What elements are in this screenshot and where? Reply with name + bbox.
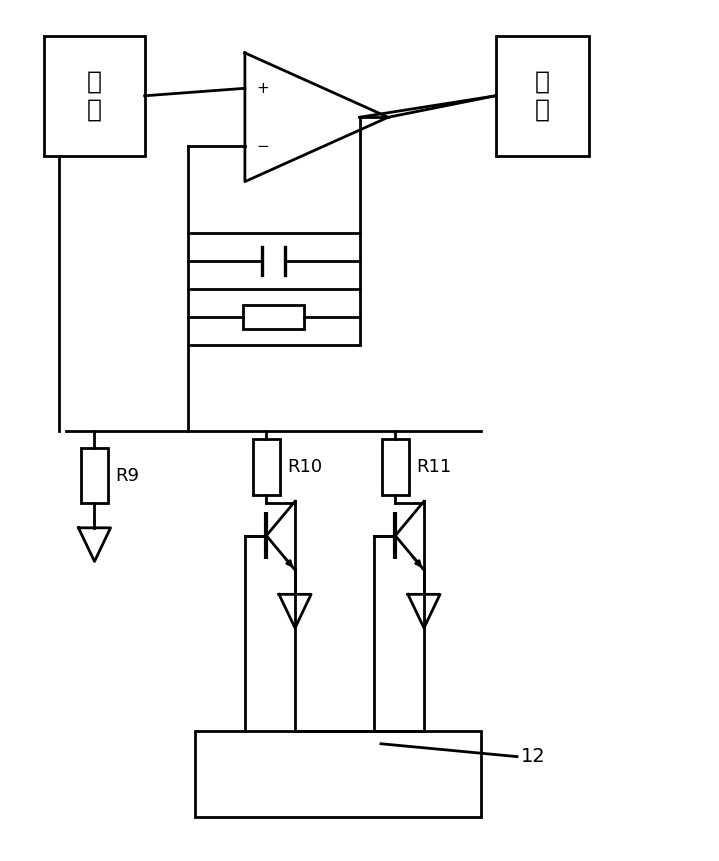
Text: 12: 12 (521, 747, 546, 766)
Bar (253, 439, 280, 495)
Text: −: − (257, 139, 269, 154)
Text: 输
入: 输 入 (87, 70, 102, 121)
Bar (195, 731, 481, 817)
Text: +: + (257, 81, 269, 96)
Bar (495, 35, 589, 156)
Text: R9: R9 (115, 467, 139, 485)
Bar (188, 233, 360, 344)
Bar (243, 305, 304, 329)
Text: R11: R11 (416, 458, 452, 476)
Bar (81, 448, 108, 504)
Text: 输
出: 输 出 (535, 70, 549, 121)
Bar (382, 439, 409, 495)
Bar (45, 35, 145, 156)
Text: R10: R10 (287, 458, 322, 476)
